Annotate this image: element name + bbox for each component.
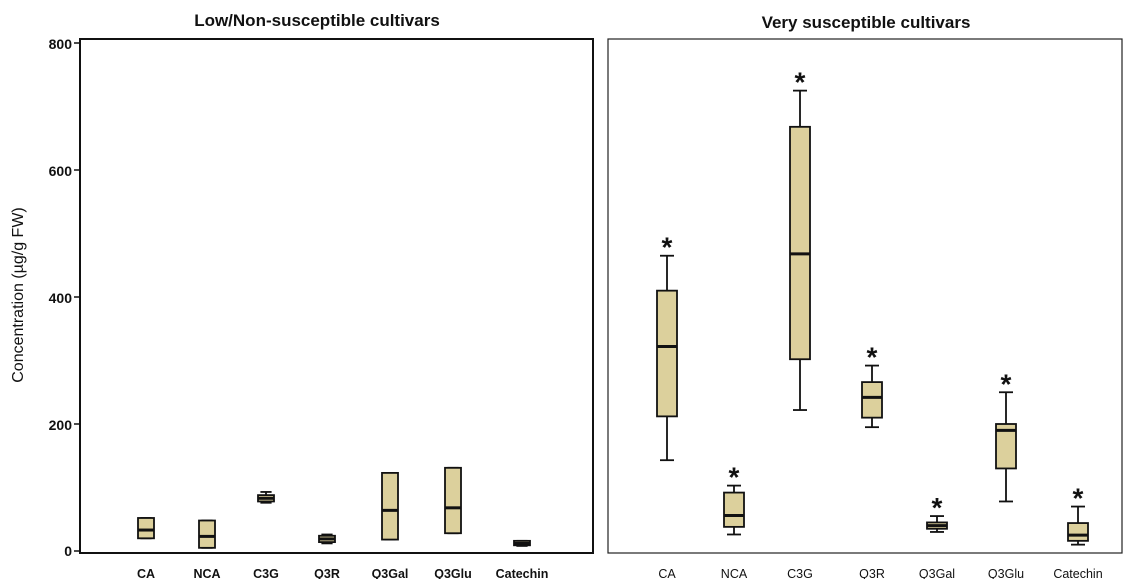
significance-star: * — [867, 342, 878, 373]
iqr-box — [656, 289, 678, 418]
y-tick-label: 600 — [49, 163, 73, 179]
x-tick-label: CA — [137, 567, 155, 579]
iqr-box — [1067, 522, 1089, 542]
iqr-box — [444, 466, 462, 535]
box-c3g — [257, 491, 275, 504]
box-catechin — [513, 539, 531, 547]
x-tick-label: Q3R — [314, 567, 340, 579]
box-q3gal — [381, 471, 399, 541]
x-tick-label: Catechin — [496, 567, 549, 579]
panel-marks-left: CA NCA C3G Q3R Q3Gal Q3Glu Catechin — [137, 466, 549, 579]
y-tick-label: 200 — [49, 417, 73, 433]
x-tick-label: C3G — [787, 567, 813, 579]
box-nca — [198, 519, 216, 549]
x-tick-label: NCA — [721, 567, 748, 579]
box-q3gal: * — [926, 492, 948, 533]
x-tick-label: Q3Glu — [988, 567, 1024, 579]
iqr-box — [137, 517, 155, 540]
box-nca: * — [723, 462, 745, 536]
box-ca: * — [656, 232, 678, 462]
panel-frame-left — [79, 38, 594, 554]
box-q3r — [318, 533, 336, 545]
panel-title-right: Very susceptible cultivars — [762, 13, 971, 32]
panel-frame-right — [607, 38, 1123, 554]
y-tick-label: 400 — [49, 290, 73, 306]
box-q3r: * — [861, 342, 883, 429]
box-q3glu — [444, 466, 462, 535]
panel-marks-right: * CA * NCA * C3G * Q3R * Q3Gal * Q3Glu * Catechin — [656, 67, 1103, 579]
panel-title-left: Low/Non-susceptible cultivars — [194, 11, 440, 30]
x-tick-label: Q3Gal — [372, 567, 409, 579]
iqr-box — [789, 125, 811, 361]
iqr-box — [198, 519, 216, 549]
x-tick-label: NCA — [193, 567, 220, 579]
y-axis-label: Concentration (µg/g FW) — [10, 207, 27, 383]
significance-star: * — [932, 492, 943, 523]
box-ca — [137, 517, 155, 540]
significance-star: * — [1073, 483, 1084, 514]
significance-star: * — [1001, 368, 1012, 399]
x-tick-label: Q3Glu — [434, 567, 472, 579]
iqr-box — [995, 423, 1017, 470]
x-tick-label: Catechin — [1053, 567, 1102, 579]
x-tick-label: Q3R — [859, 567, 885, 579]
box-q3glu: * — [995, 368, 1017, 503]
significance-star: * — [729, 462, 740, 493]
y-tick-label: 0 — [64, 543, 72, 559]
significance-star: * — [795, 67, 806, 98]
iqr-box — [861, 381, 883, 419]
iqr-box — [723, 491, 745, 528]
x-tick-label: CA — [658, 567, 676, 579]
box-catechin: * — [1067, 483, 1089, 546]
significance-star: * — [662, 232, 673, 263]
y-tick-label: 800 — [49, 36, 73, 52]
iqr-box — [381, 471, 399, 541]
x-tick-label: C3G — [253, 567, 279, 579]
box-c3g: * — [789, 67, 811, 411]
x-tick-label: Q3Gal — [919, 567, 955, 579]
